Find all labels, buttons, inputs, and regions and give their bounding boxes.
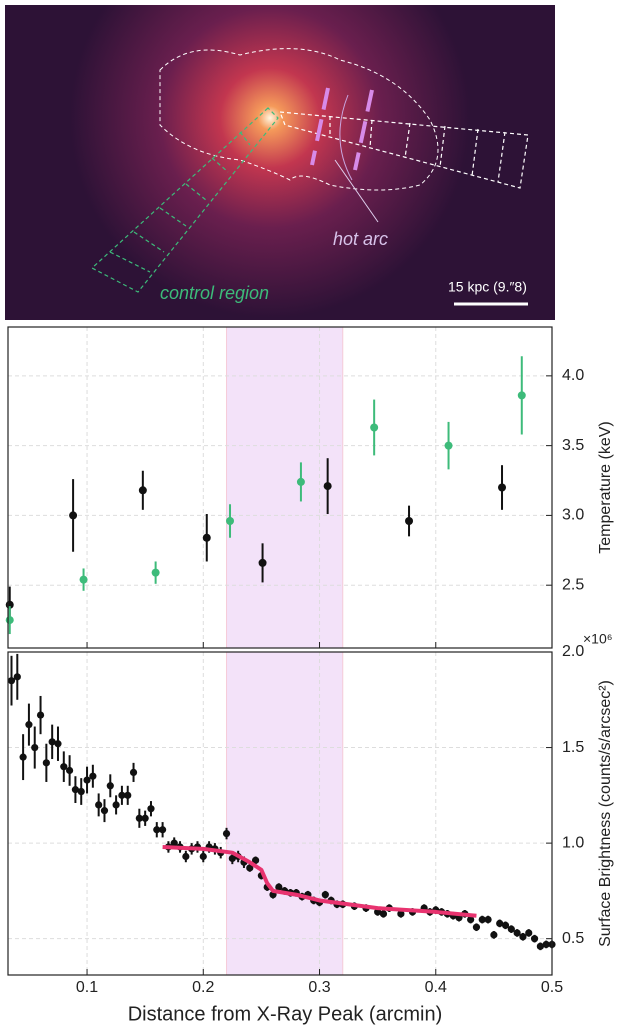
data-point [14, 673, 21, 680]
data-point [152, 569, 160, 577]
data-point [259, 559, 267, 567]
data-point [490, 931, 497, 938]
data-point [147, 805, 154, 812]
data-point [473, 924, 480, 931]
data-point [124, 792, 131, 799]
data-point [142, 815, 149, 822]
data-point [445, 442, 453, 450]
data-point [78, 788, 85, 795]
page: hot arc control region 15 kpc (9.″8) 2.5… [0, 0, 625, 1028]
data-point [200, 853, 207, 860]
data-point [31, 744, 38, 751]
y-axis-label: Temperature (keV) [597, 421, 614, 554]
data-point [405, 517, 413, 525]
y-tick-label: 1.5 [562, 739, 584, 756]
data-point [69, 511, 77, 519]
y-scale-label: ×10⁶ [583, 631, 613, 647]
data-point [182, 853, 189, 860]
data-point [324, 482, 332, 490]
x-tick-label: 0.5 [541, 979, 563, 996]
data-point [130, 769, 137, 776]
data-point [113, 801, 120, 808]
data-point [159, 826, 166, 833]
data-point [322, 891, 329, 898]
data-point [525, 929, 532, 936]
data-point [297, 478, 305, 486]
y-tick-label: 4.0 [562, 367, 584, 384]
data-point [380, 910, 387, 917]
data-point [37, 711, 44, 718]
data-point [80, 576, 88, 584]
data-point [203, 534, 211, 542]
data-point [518, 391, 526, 399]
y-tick-label: 0.5 [562, 930, 584, 947]
data-point [223, 830, 230, 837]
data-point [101, 807, 108, 814]
figure: hot arc control region 15 kpc (9.″8) 2.5… [0, 0, 625, 1028]
data-point [531, 935, 538, 942]
x-tick-label: 0.3 [308, 979, 330, 996]
y-tick-label: 2.0 [562, 643, 584, 660]
y-tick-label: 2.5 [562, 576, 584, 593]
y-tick-label: 1.0 [562, 834, 584, 851]
image-background [5, 5, 555, 320]
data-point [89, 773, 96, 780]
x-tick-label: 0.2 [192, 979, 214, 996]
data-point [95, 801, 102, 808]
data-point [43, 759, 50, 766]
xray-image: hot arc control region 15 kpc (9.″8) [5, 5, 555, 320]
scale-bar-label: 15 kpc (9.″8) [448, 279, 527, 295]
data-point [107, 782, 114, 789]
data-point [6, 616, 14, 624]
y-tick-label: 3.0 [562, 507, 584, 524]
annotation: control region [160, 283, 269, 303]
annotation: hot arc [333, 229, 388, 249]
data-point [20, 754, 27, 761]
y-tick-label: 3.5 [562, 437, 584, 454]
data-point [66, 767, 73, 774]
x-tick-label: 0.1 [76, 979, 98, 996]
x-axis-label: Distance from X-Ray Peak (arcmin) [128, 1003, 443, 1025]
data-point [370, 423, 378, 431]
data-point [25, 721, 32, 728]
highlight-band [227, 652, 343, 975]
y-axis-label: Surface Brightness (counts/s/arcsec²) [597, 680, 614, 947]
data-point [498, 484, 506, 492]
x-tick-label: 0.4 [425, 979, 447, 996]
data-point [226, 517, 234, 525]
data-point [54, 740, 61, 747]
data-point [139, 486, 147, 494]
data-point [484, 916, 491, 923]
